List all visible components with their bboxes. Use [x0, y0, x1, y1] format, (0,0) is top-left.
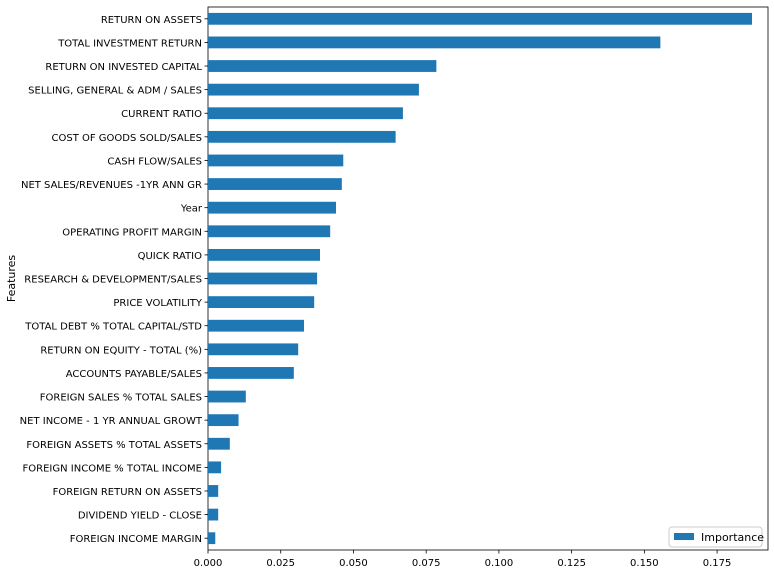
y-tick-label: CASH FLOW/SALES	[107, 156, 202, 167]
y-tick-label: NET SALES/REVENUES -1YR ANN GR	[21, 180, 202, 191]
bar	[208, 225, 331, 238]
y-axis-label: Features	[5, 255, 18, 303]
y-tick-label: OPERATING PROFIT MARGIN	[62, 227, 202, 238]
y-tick-label: DIVIDEND YIELD - CLOSE	[78, 511, 202, 522]
legend-entry-importance: Importance	[701, 531, 764, 544]
x-tick-label: 0.050	[339, 558, 368, 569]
bar	[208, 390, 246, 403]
x-tick-label: 0.150	[630, 558, 659, 569]
y-tick-label: NET INCOME - 1 YR ANNUAL GROWT	[20, 416, 203, 427]
y-tick-label: COST OF GOODS SOLD/SALES	[52, 133, 202, 144]
bar	[208, 83, 419, 96]
bar	[208, 296, 315, 309]
bar	[208, 178, 342, 190]
bar	[208, 532, 216, 545]
bar	[208, 461, 222, 474]
y-tick-label: PRICE VOLATILITY	[113, 298, 202, 309]
y-tick-label: TOTAL DEBT % TOTAL CAPITAL/STD	[24, 322, 202, 333]
x-tick-label: 0.175	[703, 558, 732, 569]
bar	[208, 272, 318, 285]
y-tick-label: RESEARCH & DEVELOPMENT/SALES	[24, 275, 202, 286]
bar	[208, 319, 304, 332]
y-tick-label: FOREIGN RETURN ON ASSETS	[53, 487, 202, 498]
x-tick-label: 0.000	[194, 558, 223, 569]
y-tick-label: RETURN ON ASSETS	[101, 15, 202, 26]
bar	[208, 36, 661, 49]
y-tick-label: FOREIGN INCOME % TOTAL INCOME	[23, 463, 202, 474]
bar	[208, 107, 403, 120]
legend-swatch	[674, 533, 694, 540]
bar	[208, 437, 230, 450]
x-tick-label: 0.125	[557, 558, 586, 569]
bar	[208, 367, 294, 379]
legend-box	[668, 526, 763, 548]
bar	[208, 154, 344, 167]
bar-group	[208, 12, 752, 545]
y-tick-label: FOREIGN SALES % TOTAL SALES	[40, 393, 202, 404]
bar	[208, 12, 752, 25]
y-axis-ticks: RETURN ON ASSETS TOTAL INVESTMENT RETURN R…	[20, 15, 208, 545]
y-tick-label: ACCOUNTS PAYABLE/SALES	[66, 369, 202, 380]
x-tick-label: 0.025	[266, 558, 295, 569]
legend: Importance	[668, 526, 764, 548]
y-tick-label: FOREIGN ASSETS % TOTAL ASSETS	[26, 440, 202, 451]
x-axis-ticks: 0.000 0.025 0.050 0.075 0.100 0.125 0.150 0.175	[194, 550, 732, 569]
bar	[208, 414, 239, 427]
bar	[208, 248, 320, 261]
y-tick-label: FOREIGN INCOME MARGIN	[70, 534, 202, 545]
y-tick-label: RETURN ON EQUITY - TOTAL (%)	[40, 345, 202, 356]
y-tick-label: QUICK RATIO	[138, 251, 203, 262]
x-tick-label: 0.075	[412, 558, 441, 569]
x-tick-label: 0.100	[485, 558, 514, 569]
y-tick-label: TOTAL INVESTMENT RETURN	[57, 38, 202, 49]
y-tick-label: CURRENT RATIO	[121, 109, 202, 120]
y-tick-label: RETURN ON INVESTED CAPITAL	[45, 62, 202, 73]
bar	[208, 343, 299, 356]
bar	[208, 201, 336, 214]
bar	[208, 60, 437, 72]
bar	[208, 130, 396, 143]
bar	[208, 485, 219, 497]
y-tick-label: Year	[180, 204, 203, 215]
y-tick-label: SELLING, GENERAL & ADM / SALES	[28, 86, 202, 97]
bar	[208, 508, 219, 521]
